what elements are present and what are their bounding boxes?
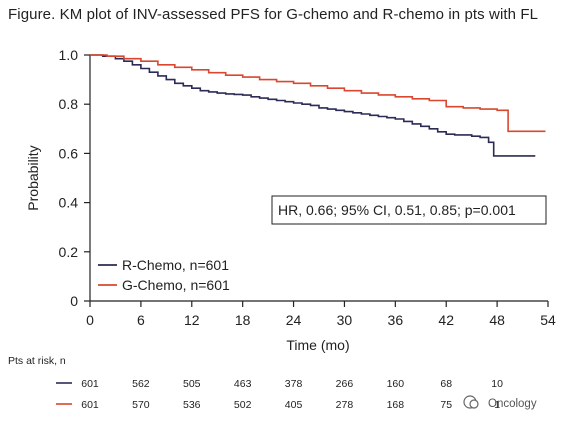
x-tick-label: 54 xyxy=(540,312,556,328)
risk-count: 502 xyxy=(234,399,252,411)
x-tick-label: 6 xyxy=(137,312,145,328)
risk-count: 463 xyxy=(234,378,252,390)
risk-count: 601 xyxy=(81,399,99,411)
x-tick-label: 36 xyxy=(388,312,404,328)
watermark-text: Oncology xyxy=(488,398,537,410)
risk-count: 168 xyxy=(387,399,405,411)
risk-count: 10 xyxy=(491,378,503,390)
risk-count: 378 xyxy=(285,378,303,390)
watermark: Oncology xyxy=(463,395,537,410)
risk-count: 1 xyxy=(494,399,500,411)
risk-count: 160 xyxy=(387,378,405,390)
plot-axes xyxy=(89,55,548,302)
curve-g-chemo xyxy=(90,54,546,133)
y-tick-label: 0 xyxy=(70,293,78,309)
legend-label: G-Chemo, n=601 xyxy=(122,277,230,293)
hazard-ratio-text: HR, 0.66; 95% CI, 0.51, 0.85; p=0.001 xyxy=(278,202,516,218)
survival-curves xyxy=(90,54,546,157)
x-tick-label: 42 xyxy=(438,312,454,328)
risk-table-title: Pts at risk, n xyxy=(8,355,66,367)
x-tick-label: 18 xyxy=(235,312,251,328)
risk-count: 601 xyxy=(81,378,99,390)
risk-count: 405 xyxy=(285,399,303,411)
y-tick-label: 0.6 xyxy=(59,145,79,161)
y-axis-title: Probability xyxy=(25,145,41,210)
hazard-ratio-box: HR, 0.66; 95% CI, 0.51, 0.85; p=0.001 xyxy=(271,195,547,225)
x-tick-label: 0 xyxy=(86,312,94,328)
curve-r-chemo xyxy=(90,54,536,157)
risk-count: 75 xyxy=(440,399,452,411)
y-axis-ticks: 0 0.2 0.4 0.6 0.8 1.0 xyxy=(59,47,90,309)
x-tick-label: 24 xyxy=(286,312,302,328)
risk-table: 601 562 505 463 378 266 160 68 10 601 570 536 502 405… xyxy=(56,378,503,411)
risk-count: 278 xyxy=(336,399,354,411)
figure-title: Figure. KM plot of INV-assessed PFS for … xyxy=(8,6,539,23)
legend-label: R-Chemo, n=601 xyxy=(122,257,229,273)
risk-count: 562 xyxy=(132,378,150,390)
risk-count: 68 xyxy=(440,378,452,390)
x-tick-label: 48 xyxy=(489,312,505,328)
x-tick-label: 12 xyxy=(184,312,200,328)
y-tick-label: 0.2 xyxy=(59,244,79,260)
risk-count: 266 xyxy=(336,378,354,390)
risk-count: 536 xyxy=(183,399,201,411)
x-axis-title: Time (mo) xyxy=(286,337,349,353)
risk-count: 570 xyxy=(132,399,150,411)
y-tick-label: 0.8 xyxy=(59,96,79,112)
risk-count: 505 xyxy=(183,378,201,390)
x-tick-label: 30 xyxy=(337,312,353,328)
x-axis-ticks: 0 6 12 18 24 30 36 42 48 54 xyxy=(86,301,556,328)
y-tick-label: 1.0 xyxy=(59,47,79,63)
legend: R-Chemo, n=601 G-Chemo, n=601 xyxy=(98,257,230,293)
y-tick-label: 0.4 xyxy=(59,195,79,211)
